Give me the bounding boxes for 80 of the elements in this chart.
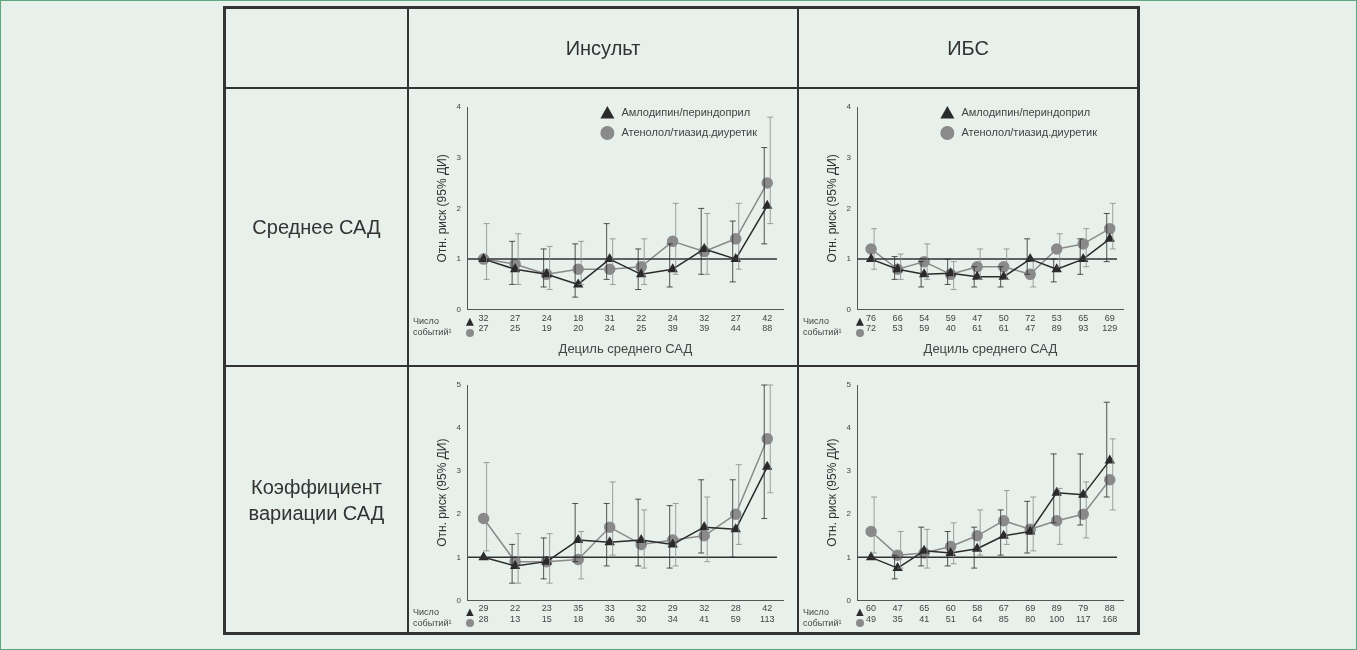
x-tick-label: 66 53 [892, 312, 903, 334]
y-tick-label: 0 [846, 305, 852, 314]
x-tick-label: 65 41 [919, 603, 930, 625]
y-tick-label: 1 [456, 254, 462, 264]
legend-label: Амлодипин/периндоприл [961, 106, 1091, 119]
x-tick-label: 59 40 [945, 312, 956, 334]
x-tick-label: 22 25 [636, 312, 647, 334]
x-tick-label: 33 36 [604, 603, 615, 625]
x-tick-label: 42 88 [762, 312, 773, 334]
x-tick-label: 53 89 [1051, 312, 1062, 334]
text: Число событий¹ [803, 316, 842, 338]
legend-label: Атенолол/тиазид.диуретик [961, 126, 1098, 139]
x-tick-label: 32 30 [636, 603, 647, 625]
legend-label: Амлодипин/периндоприл [621, 106, 751, 119]
y-tick-label: 3 [846, 152, 852, 162]
y-tick-label: 2 [846, 509, 852, 519]
text: Число событий¹ [413, 316, 452, 338]
x-tick-label: 27 25 [510, 312, 521, 334]
x-tick-label: 24 19 [541, 312, 552, 334]
x-tick-label: 28 59 [730, 603, 741, 625]
x-axis-title: Дециль среднего САД [558, 340, 693, 356]
text: Число событий¹ [803, 606, 842, 628]
x-tick-label: 27 44 [730, 312, 741, 334]
x-tick-label: 69 129 [1102, 312, 1118, 334]
x-tick-label: 76 72 [866, 312, 877, 334]
y-tick-label: 3 [456, 466, 462, 476]
y-axis-title: Отн. риск (95% ДИ) [824, 438, 839, 547]
x-tick-label: 42 113 [760, 603, 775, 625]
x-tick-label: 18 20 [573, 312, 584, 334]
text: Коэффициент вариации САД [225, 366, 408, 633]
x-tick-label: 47 35 [892, 603, 903, 625]
y-tick-label: 4 [846, 423, 852, 433]
y-tick-label: 3 [456, 152, 462, 162]
x-tick-label: 24 39 [667, 312, 678, 334]
y-tick-label: 4 [456, 102, 462, 112]
x-tick-label: 79 117 [1076, 603, 1091, 625]
y-tick-label: 0 [846, 595, 852, 605]
text: Число событий¹ [413, 606, 452, 628]
y-tick-label: 0 [456, 305, 462, 314]
y-tick-label: 2 [456, 509, 462, 519]
y-tick-label: 1 [456, 552, 462, 562]
x-tick-label: 67 85 [998, 603, 1009, 625]
text: Среднее САД [225, 88, 408, 366]
y-tick-label: 2 [456, 203, 462, 213]
x-tick-label: 58 64 [972, 603, 983, 625]
x-tick-label: 47 61 [972, 312, 983, 334]
y-tick-label: 1 [846, 254, 852, 264]
y-tick-label: 0 [456, 595, 462, 605]
y-axis-title: Отн. риск (95% ДИ) [434, 154, 449, 263]
x-tick-label: 32 39 [699, 312, 710, 334]
y-tick-label: 5 [846, 380, 852, 390]
y-tick-label: 4 [456, 423, 462, 433]
x-tick-label: 50 61 [998, 312, 1009, 334]
x-tick-label: 23 15 [541, 603, 552, 625]
x-tick-label: 60 49 [866, 603, 877, 625]
x-tick-label: 22 13 [510, 603, 521, 625]
x-axis-title: Дециль среднего САД [923, 340, 1058, 356]
x-tick-label: 65 93 [1078, 312, 1089, 334]
x-tick-label: 29 34 [667, 603, 678, 625]
x-tick-label: 88 168 [1102, 603, 1118, 625]
x-tick-label: 31 24 [604, 312, 615, 334]
x-tick-label: 29 28 [478, 603, 489, 625]
x-tick-label: 69 80 [1025, 603, 1036, 625]
x-tick-label: 60 51 [945, 603, 956, 625]
x-tick-label: 35 18 [573, 603, 584, 625]
chart-title: ИБС [798, 8, 1138, 88]
y-tick-label: 3 [846, 466, 852, 476]
x-tick-label: 89 100 [1049, 603, 1065, 625]
y-tick-label: 2 [846, 203, 852, 213]
x-tick-label: 72 47 [1025, 312, 1036, 334]
x-tick-label: 54 59 [919, 312, 930, 334]
y-axis-title: Отн. риск (95% ДИ) [824, 154, 839, 263]
y-axis-title: Отн. риск (95% ДИ) [434, 438, 449, 547]
y-tick-label: 1 [846, 552, 852, 562]
y-tick-label: 5 [456, 380, 462, 390]
x-tick-label: 32 27 [478, 312, 489, 334]
x-tick-label: 32 41 [699, 603, 710, 625]
chart-title: Инсульт [408, 8, 798, 88]
legend-label: Атенолол/тиазид.диуретик [621, 126, 758, 139]
y-tick-label: 4 [846, 102, 852, 112]
